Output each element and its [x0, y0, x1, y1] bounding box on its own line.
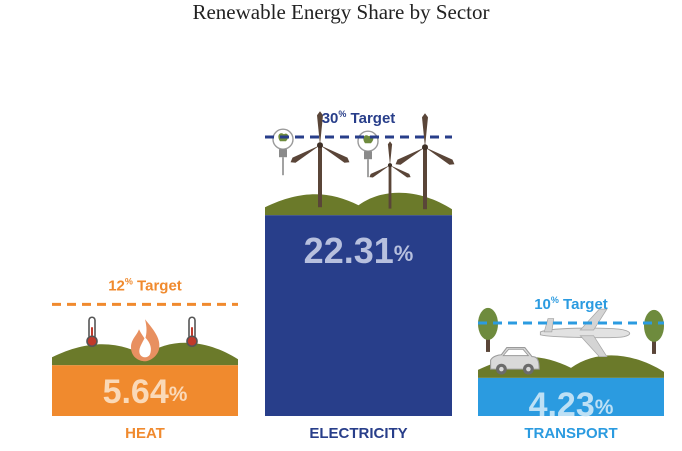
bar-value-transport: 4.23% [529, 386, 614, 424]
category-label-transport: TRANSPORT [524, 425, 617, 442]
bar-value-electricity: 22.31% [304, 230, 414, 271]
category-label-electricity: ELECTRICITY [309, 425, 407, 442]
target-label-heat: 12% Target [108, 276, 182, 294]
flame-icon [131, 319, 160, 362]
hill-heat [52, 342, 238, 366]
chart-title: Renewable Energy Share by Sector [192, 0, 490, 24]
hill-electricity [265, 192, 452, 216]
tree-icon [478, 307, 498, 352]
bar-labels: 5.64% 12% Target HEAT 22.31% 30% Target ELECT… [103, 109, 618, 442]
target-label-transport: 10% Target [534, 295, 608, 313]
bars [52, 135, 664, 416]
bar-value-heat: 5.64% [103, 373, 188, 411]
bar-transport [478, 377, 664, 416]
thermometer-icon [186, 316, 198, 348]
tree-icon [644, 309, 664, 354]
category-label-heat: HEAT [125, 425, 165, 442]
bar-electricity [265, 215, 452, 416]
thermometer-icon [86, 316, 98, 348]
target-label-electricity: 30% Target [322, 109, 396, 127]
wind-turbine-icon [289, 111, 351, 208]
bar-heat [52, 365, 238, 416]
airplane-icon [539, 308, 631, 358]
scene-illustrations [52, 111, 664, 378]
